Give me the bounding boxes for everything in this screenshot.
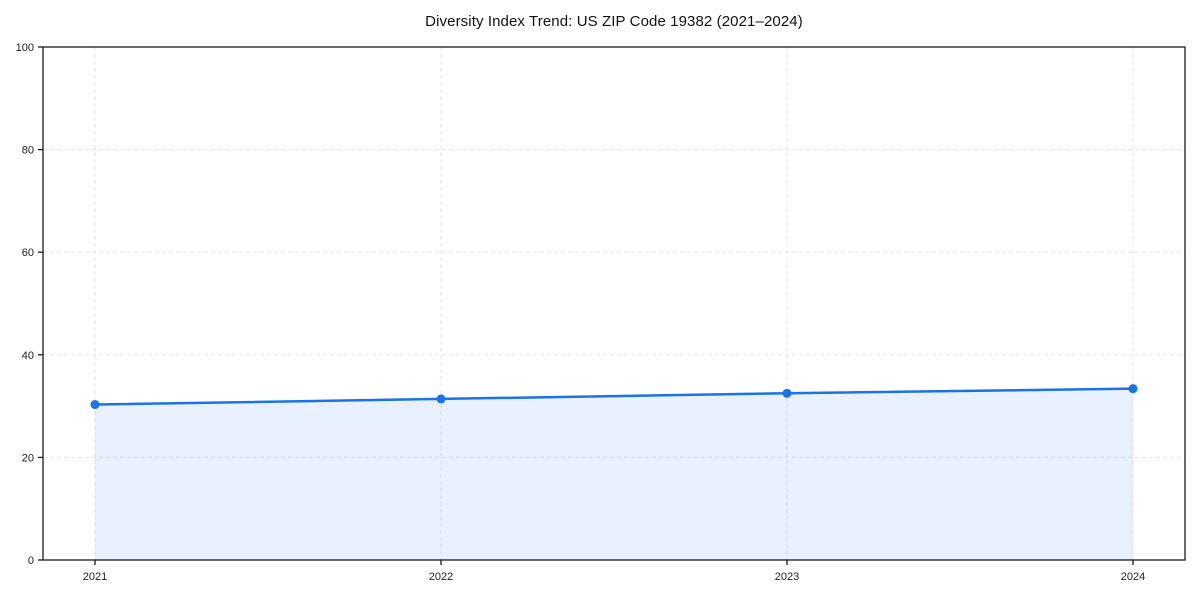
plot-border [42, 46, 1186, 561]
y-tick-label-40: 40 [22, 350, 34, 362]
chart-title: Diversity Index Trend: US ZIP Code 19382… [425, 13, 803, 30]
y-tick-label-20: 20 [22, 452, 34, 464]
data-point-2022 [436, 394, 446, 404]
series-area-fill [95, 388, 1133, 560]
y-tick-label-100: 100 [16, 42, 34, 54]
x-tick-label-2023: 2023 [775, 571, 799, 583]
data-point-2021 [90, 400, 100, 410]
x-tick-label-2022: 2022 [429, 571, 453, 583]
y-tick-label-0: 0 [28, 555, 34, 567]
x-tick-label-2024: 2024 [1121, 571, 1145, 583]
series-line [93, 387, 1135, 406]
y-tick-label-80: 80 [22, 145, 34, 157]
x-tick-label-2021: 2021 [83, 571, 107, 583]
data-point-2023 [782, 388, 792, 398]
y-tick-label-60: 60 [22, 247, 34, 259]
data-point-2024 [1128, 384, 1138, 394]
